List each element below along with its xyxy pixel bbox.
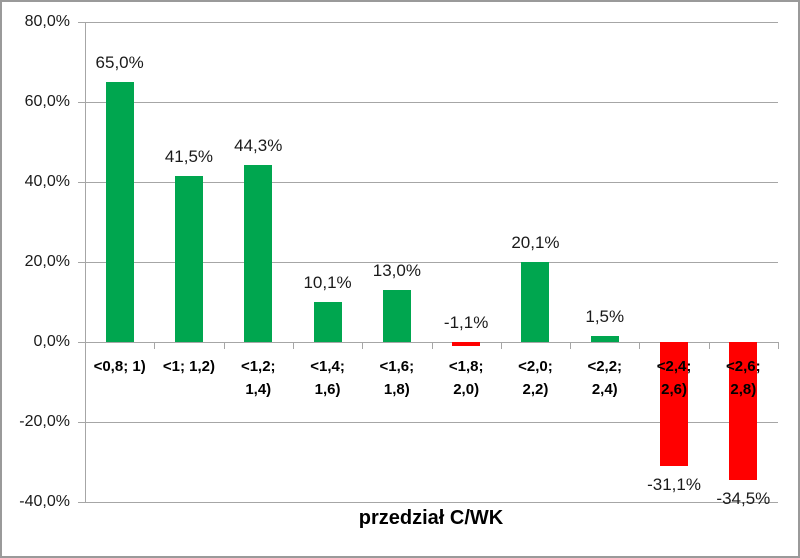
y-axis-tick xyxy=(78,22,85,23)
category-label: <1,4; 1,6) xyxy=(293,355,362,401)
gridline xyxy=(85,502,778,503)
bar-<2,6; 2,8) xyxy=(729,342,758,480)
x-axis-tick xyxy=(85,342,86,349)
category-label-line: 2,2) xyxy=(522,381,549,398)
x-axis-tick xyxy=(639,342,641,349)
x-axis-tick xyxy=(778,342,779,349)
x-axis-tick xyxy=(431,342,433,349)
category-label: <1; 1,2) xyxy=(154,355,223,378)
category-label-line: 1,6) xyxy=(314,381,341,398)
x-axis-tick xyxy=(362,342,364,349)
bar-<1,4; 1,6) xyxy=(313,301,342,342)
bar-<1,8; 2,0) xyxy=(452,342,481,347)
x-axis-tick xyxy=(500,342,502,349)
x-axis-tick xyxy=(708,342,710,349)
category-label-line: 2,0) xyxy=(453,381,480,398)
category-label-line: <1; 1,2) xyxy=(162,358,215,375)
x-axis-tick xyxy=(223,342,225,349)
category-label-line: <1,6; xyxy=(379,358,415,375)
bar-<1,2; 1,4) xyxy=(244,164,273,342)
category-label-line: <2,0; xyxy=(518,358,553,375)
category-label-line: 2,4) xyxy=(591,381,618,398)
bar-value-label: -34,5% xyxy=(716,489,771,508)
bar-value-label: 10,1% xyxy=(303,272,352,292)
y-axis-tick xyxy=(78,102,85,103)
y-axis-line xyxy=(85,22,86,502)
category-label: <0,8; 1) xyxy=(85,355,154,378)
bar-value-label: -1,1% xyxy=(443,313,489,332)
gridline xyxy=(85,422,778,423)
bar-<2,4; 2,6) xyxy=(660,342,689,467)
y-axis-tick xyxy=(78,182,85,183)
gridline xyxy=(85,102,778,103)
gridline xyxy=(85,182,778,183)
category-label: <2,6; 2,8) xyxy=(709,355,778,401)
x-axis-title: przedział C/WK xyxy=(358,507,504,529)
bar-value-label: 44,3% xyxy=(234,135,283,155)
y-axis-tick-label: 40,0% xyxy=(24,173,70,190)
category-label: <2,2; 2,4) xyxy=(570,355,639,401)
gridline xyxy=(85,22,778,23)
bar-<0,8; 1) xyxy=(105,82,134,342)
category-label-line: 2,6) xyxy=(661,381,687,398)
category-label-line: <2,6; xyxy=(726,358,761,375)
y-axis-tick-label: -20,0% xyxy=(19,413,70,430)
y-axis-tick-label: -40,0% xyxy=(19,493,70,510)
category-label-line: <1,2; xyxy=(240,358,276,375)
category-label-line: 1,8) xyxy=(383,381,410,398)
category-label-line: <0,8; 1) xyxy=(93,358,146,375)
category-label: <1,8; 2,0) xyxy=(432,355,501,401)
bar-value-label: 41,5% xyxy=(164,147,214,166)
category-label-line: <2,2; xyxy=(587,358,623,375)
bar-<2,2; 2,4) xyxy=(590,336,619,342)
bar-value-label: 13,0% xyxy=(372,261,421,280)
category-label: <2,0; 2,2) xyxy=(501,355,570,401)
y-axis-tick-label: 20,0% xyxy=(24,253,70,270)
x-axis-tick xyxy=(292,342,294,349)
bar-value-label: 20,1% xyxy=(511,232,560,252)
category-label-line: <1,4; xyxy=(310,358,345,375)
category-label-line: <2,4; xyxy=(656,358,692,375)
x-axis-tick xyxy=(154,342,156,349)
bar-<1,6; 1,8) xyxy=(382,290,411,342)
category-label-line: 1,4) xyxy=(245,381,272,398)
bar-<2,0; 2,2) xyxy=(521,261,550,342)
category-label: <2,4; 2,6) xyxy=(639,355,708,401)
x-axis-tick xyxy=(570,342,572,349)
y-axis-tick-label: 80,0% xyxy=(24,13,70,30)
bar-value-label: 1,5% xyxy=(585,307,625,326)
y-axis-tick xyxy=(78,342,85,343)
y-axis-tick xyxy=(78,422,85,423)
bar-value-label: -31,1% xyxy=(647,475,701,495)
gridline xyxy=(85,262,778,263)
y-axis-tick xyxy=(78,502,85,503)
y-axis-tick-label: 0,0% xyxy=(33,333,70,350)
y-axis-tick-label: 60,0% xyxy=(24,93,70,110)
y-axis-tick xyxy=(78,262,85,263)
bar-<1; 1,2) xyxy=(174,176,203,342)
category-label: <1,2; 1,4) xyxy=(224,355,293,401)
category-label-line: 2,8) xyxy=(730,381,757,398)
category-label: <1,6; 1,8) xyxy=(362,355,431,401)
category-label-line: <1,8; xyxy=(448,358,484,375)
bar-value-label: 65,0% xyxy=(95,53,144,72)
